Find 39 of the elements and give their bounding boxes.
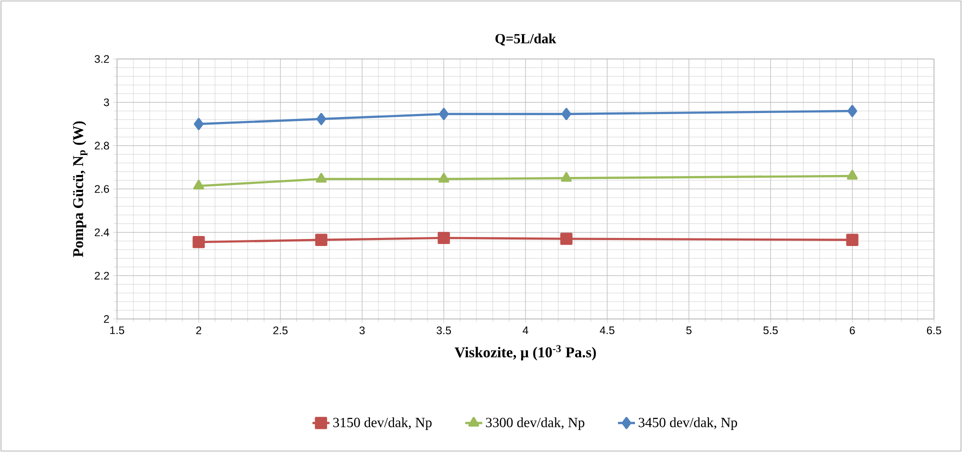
point bbox=[193, 180, 204, 190]
point bbox=[438, 108, 449, 120]
point bbox=[560, 232, 572, 245]
chart-title: Q=5L/dak bbox=[495, 34, 556, 46]
legend-label: 3150 dev/dak, Np bbox=[333, 417, 432, 430]
y-tick-label: 3.2 bbox=[94, 55, 109, 63]
point bbox=[560, 172, 572, 182]
point bbox=[194, 118, 204, 130]
x-tick-label: 2.5 bbox=[273, 326, 288, 334]
y-tick-label: 2 bbox=[104, 315, 109, 323]
x-tick-label: 4 bbox=[522, 326, 528, 334]
x-tick-label: 5.5 bbox=[763, 326, 778, 334]
point bbox=[438, 172, 450, 183]
x-tick-label: 6.5 bbox=[926, 326, 942, 334]
y-tick-label: 2.2 bbox=[94, 272, 109, 280]
x-tick-label: 3 bbox=[359, 326, 365, 334]
x-tick-label: 3.5 bbox=[436, 326, 451, 334]
x-tick-label: 5 bbox=[686, 326, 692, 334]
point bbox=[846, 170, 858, 180]
y-tick-label: 2.8 bbox=[94, 142, 110, 150]
point bbox=[315, 234, 328, 246]
x-tick-label: 1.5 bbox=[110, 326, 124, 334]
y-tick-label: 3 bbox=[104, 98, 110, 106]
point bbox=[316, 112, 326, 126]
point bbox=[316, 172, 327, 183]
legend-label: 3450 dev/dak, Np bbox=[638, 417, 738, 430]
point bbox=[438, 232, 450, 244]
y-tick-label: 2.4 bbox=[94, 228, 110, 236]
point bbox=[847, 104, 858, 118]
legend-label: 3300 dev/dak, Np bbox=[486, 417, 584, 430]
point bbox=[846, 234, 858, 246]
y-tick-label: 2.6 bbox=[94, 185, 110, 193]
x-axis-title: Viskozite, μ (10$^{-3}$ Pa.s) bbox=[454, 345, 596, 360]
x-tick-label: 4.5 bbox=[600, 326, 614, 334]
y-axis-title: Pompa Gücü, N$_{p}$ (W) bbox=[72, 121, 88, 258]
point bbox=[562, 108, 572, 120]
x-tick-label: 2 bbox=[196, 326, 202, 334]
point bbox=[192, 236, 205, 248]
x-tick-label: 6 bbox=[850, 326, 855, 334]
